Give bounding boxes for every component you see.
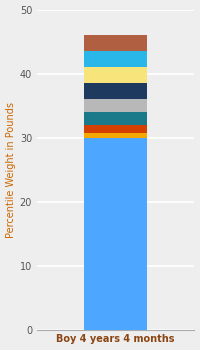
Bar (84, 99, 147, 112)
Bar (84, 83, 147, 99)
Bar (84, 125, 147, 133)
Bar (84, 138, 147, 330)
Bar (84, 35, 147, 51)
Bar (84, 51, 147, 67)
Y-axis label: Percentile Weight in Pounds: Percentile Weight in Pounds (6, 102, 16, 238)
Bar (84, 133, 147, 138)
Bar (84, 112, 147, 125)
Bar (84, 67, 147, 83)
